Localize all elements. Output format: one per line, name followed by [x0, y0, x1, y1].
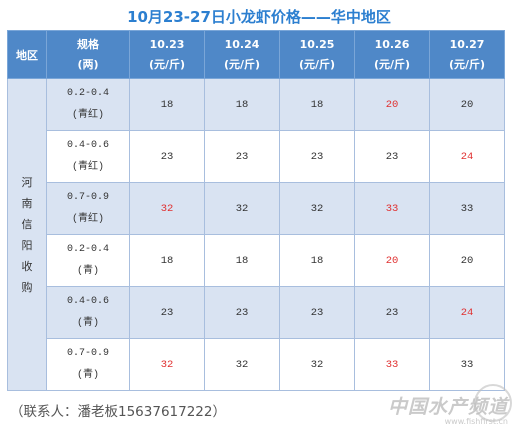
header-unit: (元/斤)	[448, 57, 486, 71]
price-cell: 32	[204, 182, 280, 235]
price-cell: 24	[429, 130, 505, 183]
price-cell: 18	[129, 234, 205, 287]
header-date-col: 10.26 (元/斤)	[354, 30, 430, 79]
table-row: 0.4-0.6 (青红) 23 23 23 23 24	[8, 130, 505, 183]
spec-size: 0.2-0.4	[66, 243, 109, 255]
header-spec-unit: (两)	[77, 57, 99, 71]
spec-size: 0.4-0.6	[66, 295, 109, 307]
contact-info: （联系人：潘老板15637617222）	[10, 404, 226, 420]
spec-size: 0.2-0.4	[66, 87, 109, 99]
table-body: 河南信阳收购 0.2-0.4 (青红) 18 18 18 20 20 0.4-0.6 (青红) 23…	[7, 78, 505, 391]
header-date-col: 10.27 (元/斤)	[429, 30, 505, 79]
price-cell: 23	[204, 286, 280, 339]
price-cell: 24	[429, 286, 505, 339]
table-row: 0.2-0.4 (青) 18 18 18 20 20	[8, 234, 505, 287]
price-cell: 23	[129, 286, 205, 339]
region-char: 南	[21, 196, 33, 210]
spec-size: 0.7-0.9	[66, 347, 109, 359]
spec-size: 0.7-0.9	[66, 191, 109, 203]
header-unit: (元/斤)	[298, 57, 336, 71]
header-date-col: 10.24 (元/斤)	[204, 30, 280, 79]
spec-cell: 0.2-0.4 (青)	[46, 234, 130, 287]
price-cell: 32	[129, 338, 205, 391]
header-unit: (元/斤)	[148, 57, 186, 71]
watermark-logo: 中国水产频道 www.fishfirst.cn	[388, 384, 512, 426]
table-row: 河南信阳收购 0.2-0.4 (青红) 18 18 18 20 20	[7, 78, 505, 391]
region-cell: 河南信阳收购	[7, 78, 47, 391]
price-cell: 23	[204, 130, 280, 183]
price-cell: 23	[279, 286, 355, 339]
region-char: 信	[21, 217, 33, 231]
table-header-row: 地区 规格 (两) 10.23 (元/斤) 10.24 (元/斤) 10.25 (元/…	[7, 30, 505, 79]
price-cell: 20	[429, 234, 505, 287]
spec-cell: 0.7-0.9 (青红)	[46, 182, 130, 235]
price-cell: 33	[354, 182, 430, 235]
globe-icon	[474, 384, 512, 422]
spec-cell: 0.4-0.6 (青红)	[46, 130, 130, 183]
price-cell: 32	[279, 338, 355, 391]
header-spec-label: 规格	[77, 37, 99, 51]
price-cell: 23	[279, 130, 355, 183]
price-cell: 33	[354, 338, 430, 391]
watermark-url: www.fishfirst.cn	[444, 417, 508, 426]
header-date-col: 10.23 (元/斤)	[129, 30, 205, 79]
spec-grade: (青)	[76, 317, 99, 329]
price-cell: 32	[204, 338, 280, 391]
header-date: 10.24	[224, 37, 260, 51]
header-region: 地区	[7, 30, 47, 79]
price-cell: 23	[129, 130, 205, 183]
price-cell: 20	[354, 234, 430, 287]
price-cell: 32	[279, 182, 355, 235]
spec-grade: (青红)	[71, 213, 104, 225]
price-cell: 18	[129, 78, 205, 131]
table-row: 0.7-0.9 (青红) 32 32 32 33 33	[8, 182, 505, 235]
spec-grade: (青红)	[71, 161, 104, 173]
table-row: 0.4-0.6 (青) 23 23 23 23 24	[8, 286, 505, 339]
region-char: 河	[21, 175, 33, 189]
price-cell: 33	[429, 338, 505, 391]
spec-cell: 0.7-0.9 (青)	[46, 338, 130, 391]
header-unit: (元/斤)	[373, 57, 411, 71]
spec-cell: 0.4-0.6 (青)	[46, 286, 130, 339]
spec-size: 0.4-0.6	[66, 139, 109, 151]
header-spec: 规格 (两)	[46, 30, 130, 79]
price-cell: 33	[429, 182, 505, 235]
header-date: 10.27	[449, 37, 485, 51]
price-cell: 18	[204, 234, 280, 287]
price-table: 地区 规格 (两) 10.23 (元/斤) 10.24 (元/斤) 10.25 (元/…	[7, 30, 505, 391]
price-cell: 23	[354, 130, 430, 183]
price-cell: 18	[279, 78, 355, 131]
region-char: 收	[21, 259, 33, 273]
header-date: 10.26	[374, 37, 410, 51]
spec-cell: 0.2-0.4 (青红)	[46, 78, 130, 131]
header-date-col: 10.25 (元/斤)	[279, 30, 355, 79]
spec-grade: (青)	[76, 265, 99, 277]
header-unit: (元/斤)	[223, 57, 261, 71]
price-cell: 20	[429, 78, 505, 131]
header-date: 10.25	[299, 37, 335, 51]
price-cell: 32	[129, 182, 205, 235]
region-char: 购	[21, 280, 33, 294]
spec-grade: (青红)	[71, 109, 104, 121]
header-date: 10.23	[149, 37, 185, 51]
page-title: 10月23-27日小龙虾价格——华中地区	[127, 8, 391, 26]
price-cell: 23	[354, 286, 430, 339]
spec-grade: (青)	[76, 369, 99, 381]
table-row: 0.7-0.9 (青) 32 32 32 33 33	[8, 338, 505, 391]
price-cell: 18	[279, 234, 355, 287]
price-cell: 20	[354, 78, 430, 131]
price-cell: 18	[204, 78, 280, 131]
region-char: 阳	[21, 238, 33, 252]
